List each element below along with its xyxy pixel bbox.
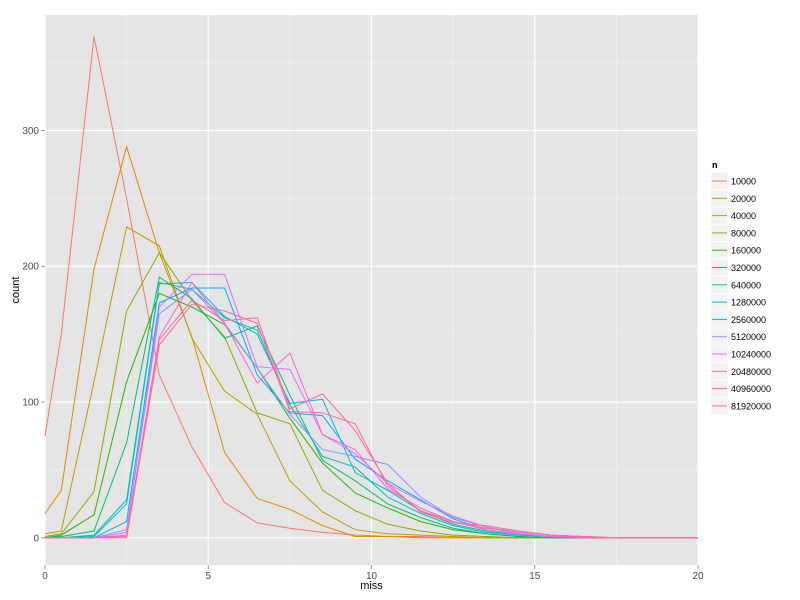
x-axis: 0 5 10 15 20 (42, 565, 704, 582)
legend-label: 1280000 (731, 298, 766, 308)
legend-label: 40000 (731, 211, 756, 221)
legend-label: 80000 (731, 228, 756, 238)
legend-title: n (712, 160, 718, 170)
y-tick-label: 0 (33, 533, 39, 544)
y-axis: 0 100 200 300 (22, 126, 45, 544)
series-lines (44, 36, 698, 539)
legend: n 10000 20000 40000 80000 160000 320000 640000… (710, 160, 771, 415)
y-axis-title: count (10, 277, 22, 304)
legend-label: 20000 (731, 194, 756, 204)
major-gridlines (44, 15, 699, 565)
y-tick-label: 300 (22, 126, 39, 137)
legend-label: 40960000 (731, 384, 771, 394)
legend-label: 10240000 (731, 350, 771, 360)
legend-label: 20480000 (731, 367, 771, 377)
legend-label: 640000 (731, 280, 761, 290)
series-line-81920000 (45, 303, 698, 539)
y-tick-label: 100 (22, 398, 39, 409)
legend-label: 320000 (731, 263, 761, 273)
x-tick-label: 5 (205, 571, 211, 582)
x-tick-label: 20 (692, 571, 704, 582)
legend-label: 160000 (731, 246, 761, 256)
x-axis-title: miss (360, 580, 383, 592)
legend-label: 2560000 (731, 315, 766, 325)
x-tick-label: 0 (42, 571, 48, 582)
legend-label: 5120000 (731, 332, 766, 342)
legend-label: 81920000 (731, 401, 771, 411)
y-tick-label: 200 (22, 262, 39, 273)
legend-label: 10000 (731, 177, 756, 187)
x-tick-label: 10 (366, 571, 378, 582)
x-tick-label: 15 (529, 571, 541, 582)
